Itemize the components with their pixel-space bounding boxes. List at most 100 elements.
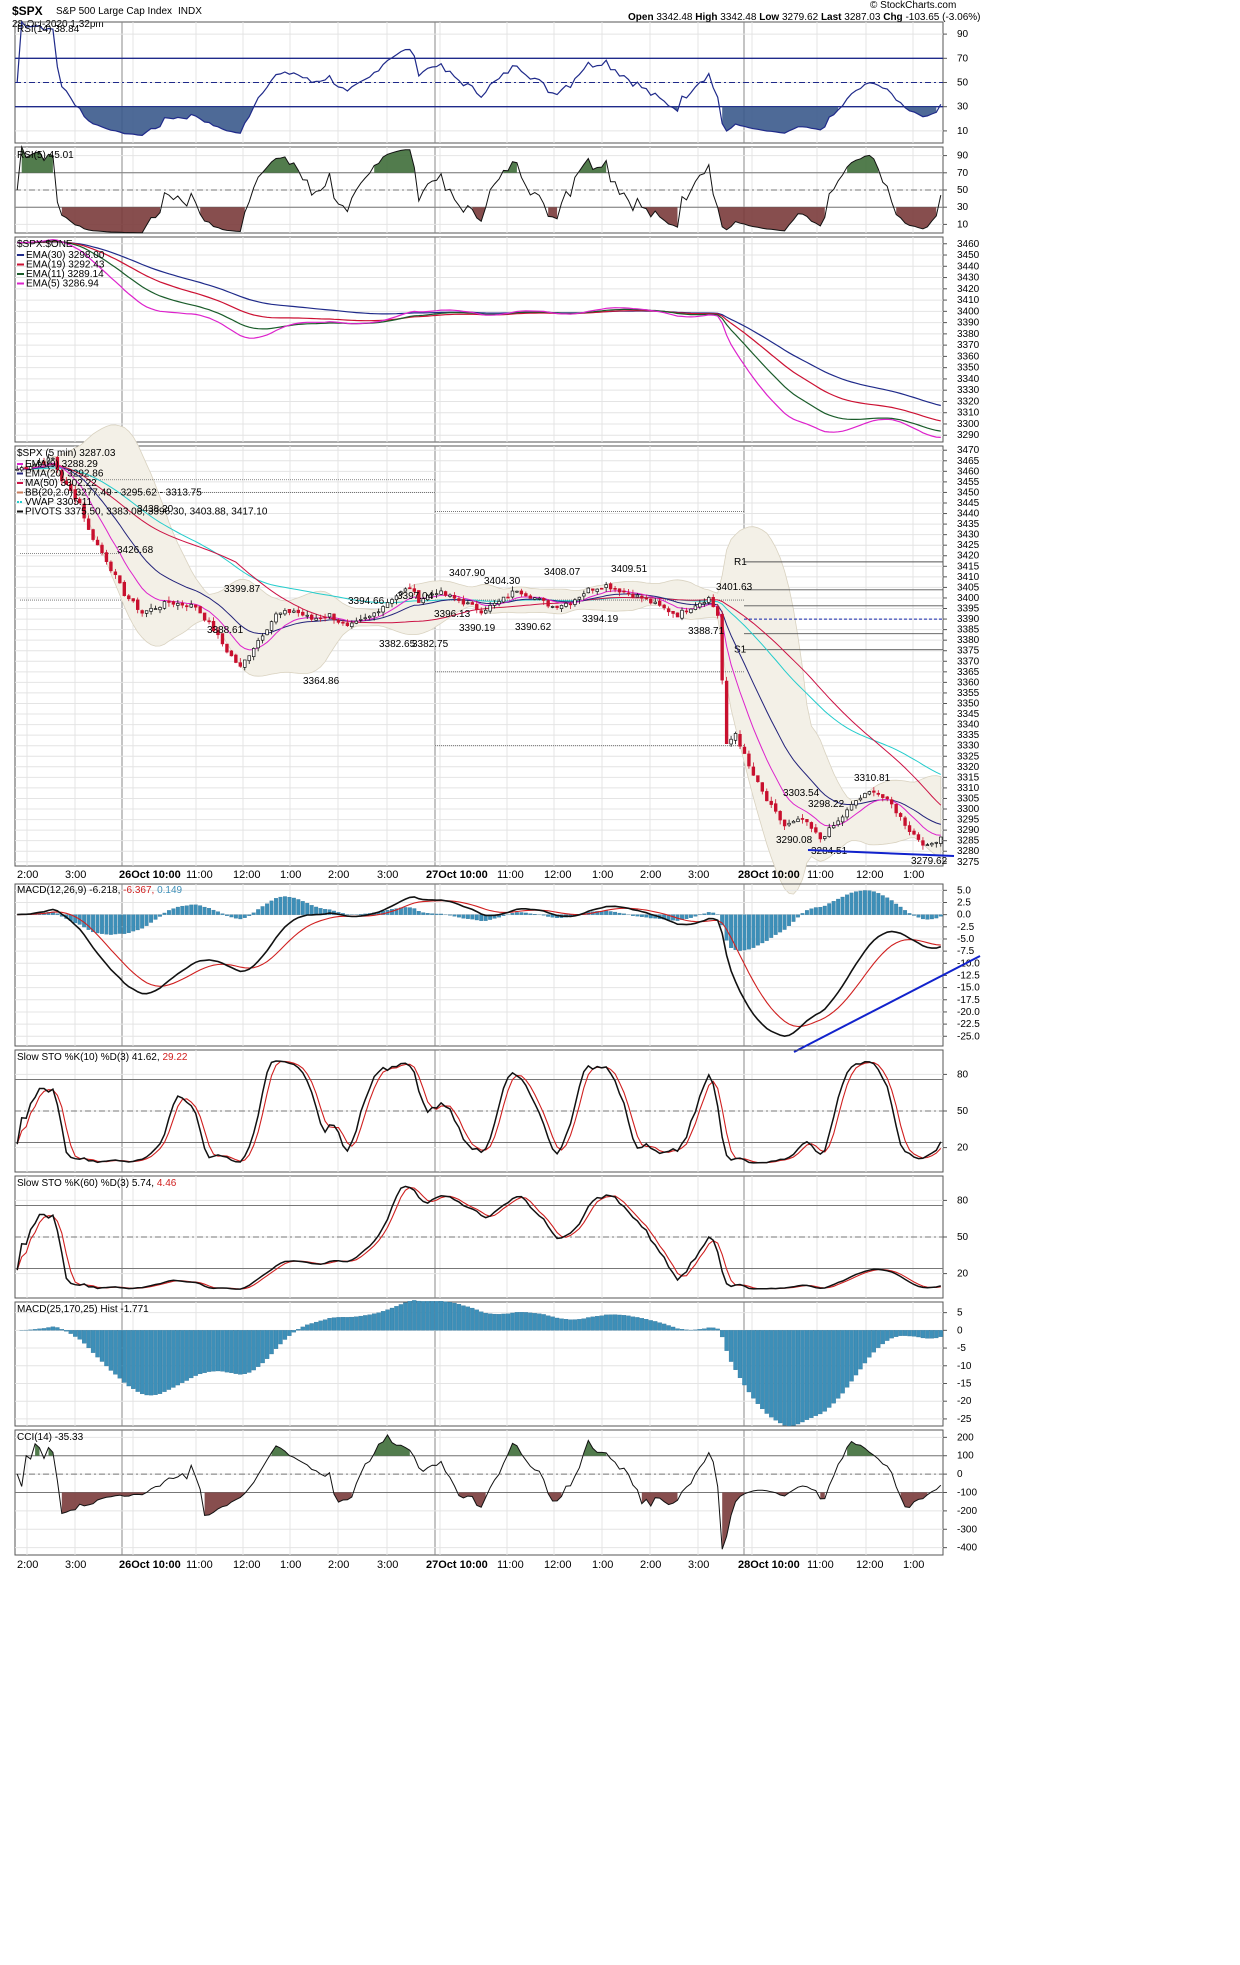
candle-body	[158, 607, 162, 611]
macd-long-hist-bar	[496, 1314, 502, 1331]
price-annotation: 3364.86	[303, 676, 340, 687]
macd-long-hist-bar	[461, 1305, 466, 1331]
candle-body	[310, 614, 314, 620]
cci-oversold-fill	[334, 1492, 352, 1503]
macd-hist-bar	[55, 913, 60, 915]
macd-long-hist-bar	[148, 1330, 154, 1396]
candle-body	[747, 753, 751, 767]
candle-body	[475, 603, 479, 611]
price-annotation: 3279.62	[911, 856, 948, 867]
ema-y-tick: 3420	[957, 284, 980, 295]
candle-body	[774, 803, 778, 812]
macd-long-hist-bar	[858, 1330, 863, 1370]
macd-long-hist-bar	[795, 1330, 801, 1425]
macd-hist-bar	[456, 914, 461, 918]
macd-long-hist-bar	[376, 1312, 381, 1331]
candle-body	[234, 654, 238, 663]
macd-long-hist-bar	[260, 1330, 265, 1364]
price-y-tick: 3405	[957, 582, 980, 593]
ema-y-tick: 3290	[957, 430, 980, 441]
macd-long-hist-bar	[238, 1330, 243, 1375]
macd-y-tick: -10.0	[957, 958, 980, 969]
price-legend-5: PIVOTS 3375.50, 3383.08, 3396.30, 3403.8…	[25, 507, 268, 518]
macd-long-hist-bar	[447, 1302, 453, 1331]
candle-body	[466, 602, 470, 605]
macd-hist-bar	[162, 912, 167, 915]
price-annotation: 3390.19	[459, 623, 496, 634]
macd-long-hist-bar	[434, 1301, 439, 1331]
candle-body	[327, 613, 332, 618]
price-y-tick: 3460	[957, 466, 980, 477]
macd-hist-bar	[925, 914, 930, 920]
ema-y-tick: 3450	[957, 250, 980, 261]
candle-body	[814, 827, 818, 833]
macd-hist-bar	[448, 914, 452, 916]
macd-hist-bar	[876, 893, 881, 915]
rsi5-y-tick: 30	[957, 202, 969, 213]
macd-hist-bar	[175, 906, 180, 915]
candle-body	[805, 819, 809, 823]
macd-long-hist-bar	[559, 1318, 564, 1331]
x-axis-label: 3:00	[377, 1559, 398, 1571]
macd-long-hist-bar	[724, 1330, 729, 1351]
x-axis-label: 1:00	[592, 1559, 613, 1571]
sto60-y-tick: 80	[957, 1195, 969, 1206]
macd-hist-bar	[880, 895, 885, 915]
price-y-tick: 3395	[957, 604, 980, 615]
x-axis-label: 3:00	[688, 1559, 709, 1571]
price-legend-2: MA(50) 3302.22	[25, 478, 97, 489]
rsi5-label: RSI(5) 45.01	[17, 150, 74, 161]
x-axis-label: 11:00	[497, 869, 524, 881]
rsi14-y-tick: 50	[957, 78, 969, 89]
candle-body	[153, 608, 158, 610]
candle-body	[430, 593, 434, 596]
macd-long-hist-bar	[791, 1330, 796, 1426]
macd-hist-bar	[867, 890, 872, 915]
macd-hist-bar	[889, 900, 894, 915]
candle-body	[849, 804, 854, 811]
ema-y-tick: 3390	[957, 318, 980, 329]
macd-long-hist-bar	[394, 1306, 399, 1331]
x-axis-label: 12:00	[544, 869, 572, 881]
macd-hist-bar	[216, 911, 220, 915]
macd-long-hist-bar	[934, 1330, 939, 1339]
price-y-tick: 3285	[957, 836, 980, 847]
candle-body	[207, 620, 211, 623]
candle-body	[671, 610, 675, 614]
ema-panel-frame	[14, 236, 944, 443]
macd-hist-bar	[260, 906, 265, 915]
macd-long-hist-bar	[648, 1320, 653, 1331]
macd-hist-bar	[831, 901, 836, 915]
rsi5-oversold-fill	[472, 207, 486, 222]
candle-body	[359, 619, 363, 621]
macd-long-y-tick: 5	[957, 1308, 963, 1319]
candle-body	[898, 813, 903, 817]
macd-y-tick: 2.5	[957, 897, 971, 908]
macd-long-hist-bar	[661, 1323, 667, 1331]
macd-hist-bar	[425, 913, 430, 915]
macd-hist-bar	[135, 914, 140, 931]
price-legend-4: VWAP 3305.11	[25, 497, 93, 508]
macd-hist-bar	[309, 905, 314, 915]
macd-long-hist-bar	[554, 1317, 560, 1331]
candle-body	[617, 588, 622, 593]
macd-long-hist-bar	[577, 1319, 582, 1331]
x-axis-label: 27Oct 10:00	[426, 1559, 488, 1571]
macd-hist-bar	[327, 909, 332, 915]
macd-long-hist-bar	[612, 1314, 618, 1331]
rsi5-oversold-fill	[641, 207, 678, 228]
macd-long-hist-bar	[113, 1330, 118, 1375]
macd-long-hist-bar	[99, 1330, 105, 1362]
macd-long-hist-bar	[916, 1330, 921, 1338]
macd-long-hist-bar	[73, 1330, 78, 1337]
macd-long-hist-bar	[305, 1324, 310, 1331]
macd-long-hist-bar	[603, 1314, 609, 1331]
macd-long-hist-bar	[162, 1330, 167, 1392]
ma50-line	[17, 463, 942, 806]
x-axis-label: 11:00	[807, 1559, 834, 1571]
candle-body	[95, 539, 100, 546]
cci-oversold-fill	[722, 1492, 745, 1550]
x-axis-label: 3:00	[65, 869, 86, 881]
macd-hist-bar	[274, 898, 278, 915]
candle-body	[448, 594, 452, 597]
